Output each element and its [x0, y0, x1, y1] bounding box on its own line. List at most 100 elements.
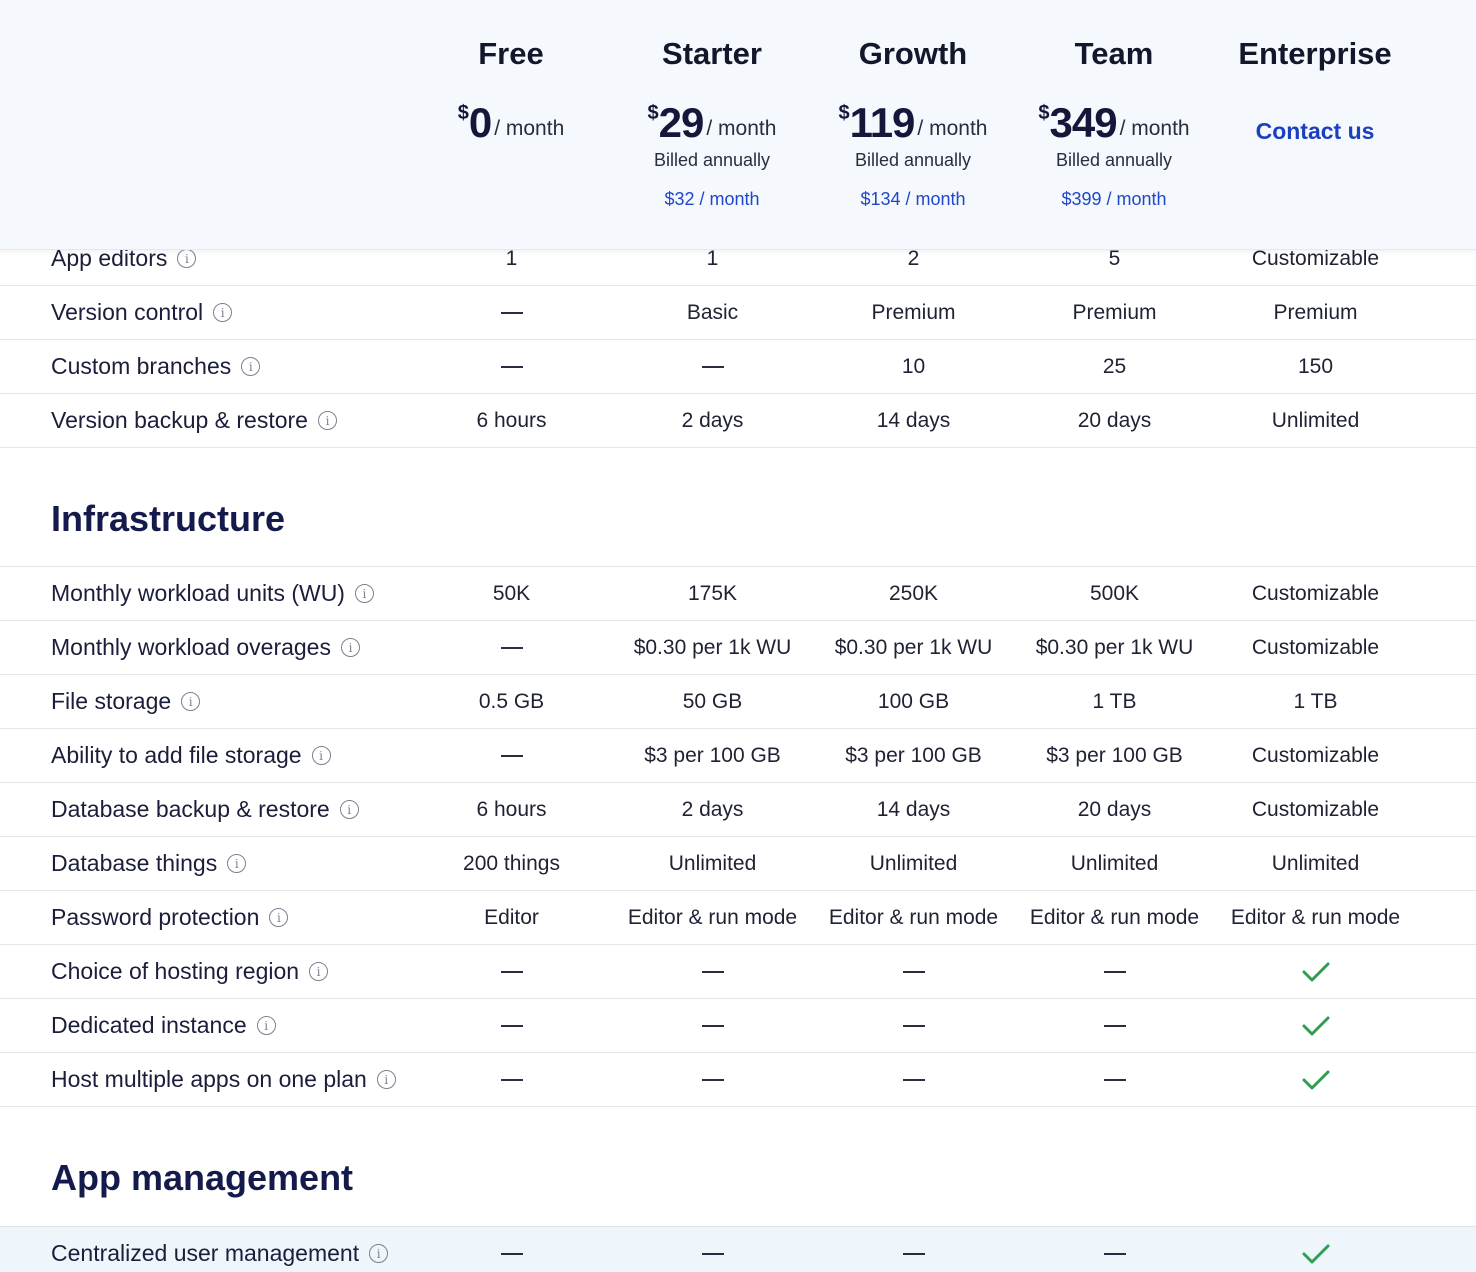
plan-value-cell: 1: [411, 232, 612, 285]
feature-name: Custom branches: [51, 353, 232, 379]
info-circle-icon[interactable]: i: [354, 584, 374, 603]
plan-value: 200 things: [463, 851, 560, 875]
info-circle-icon[interactable]: i: [227, 854, 247, 873]
plan-value: Unlimited: [668, 851, 757, 875]
plan-name: Growth: [858, 36, 968, 71]
dash-icon: [500, 311, 523, 314]
plan-value-cell: [1014, 999, 1215, 1052]
dash-icon: [701, 1078, 724, 1081]
plan-enterprise: Enterprise Contact us: [1205, 0, 1425, 250]
info-circle-icon[interactable]: i: [256, 1016, 276, 1035]
table-row: Version backup & restore i 6 hours 2 days 14…: [0, 394, 1476, 448]
feature-label: Version control i: [51, 286, 233, 339]
monthly-price-link[interactable]: $32 / month: [664, 189, 760, 209]
plan-value: Unlimited: [869, 851, 958, 875]
info-circle-icon[interactable]: i: [269, 908, 289, 927]
plan-value-cell: 1: [612, 232, 813, 285]
plan-value: Customizable: [1251, 635, 1380, 659]
plan-value-cell: 2: [813, 232, 1014, 285]
info-circle-icon[interactable]: i: [311, 746, 331, 765]
info-circle-icon[interactable]: i: [309, 962, 329, 981]
table-row: Dedicated instance i: [0, 999, 1476, 1053]
dash-icon: [1103, 1024, 1126, 1027]
plan-value-cell: Unlimited: [1215, 394, 1416, 447]
monthly-price-link[interactable]: $399 / month: [1061, 189, 1167, 209]
feature-label: Centralized user management i: [51, 1227, 389, 1272]
table-row: Password protection i Editor Editor & run m…: [0, 891, 1476, 945]
plan-value: 2 days: [681, 797, 744, 821]
dash-icon: [701, 365, 724, 368]
plan-value-cell: $0.30 per 1k WU: [612, 621, 813, 674]
plan-value: 1: [505, 246, 518, 270]
info-circle-icon[interactable]: i: [340, 638, 360, 657]
info-circle-icon[interactable]: i: [213, 303, 233, 322]
plan-value: 2: [907, 246, 920, 270]
plan-value-cell: [411, 945, 612, 998]
dash-icon: [500, 1024, 523, 1027]
feature-name: Monthly workload units (WU): [51, 580, 345, 606]
plan-value-cell: 2 days: [612, 394, 813, 447]
plan-value: Basic: [686, 300, 739, 324]
billing-note: Billed annually: [854, 150, 972, 170]
plan-value: $3 per 100 GB: [644, 743, 781, 767]
table-row: Choice of hosting region i: [0, 945, 1476, 999]
plan-value-cell: [1215, 1053, 1416, 1106]
plan-value-cell: [813, 1053, 1014, 1106]
feature-name: Choice of hosting region: [51, 958, 300, 984]
plan-value-cell: Customizable: [1215, 232, 1416, 285]
info-circle-icon[interactable]: i: [339, 800, 359, 819]
monthly-price-link[interactable]: $134 / month: [860, 189, 966, 209]
plan-value: Premium: [1072, 300, 1157, 324]
info-circle-icon[interactable]: i: [177, 249, 197, 268]
dash-icon: [902, 1078, 925, 1081]
plan-value-cell: 1 TB: [1014, 675, 1215, 728]
dash-icon: [1103, 1078, 1126, 1081]
plan-value-cell: 20 days: [1014, 783, 1215, 836]
info-circle-icon[interactable]: i: [369, 1244, 389, 1263]
feature-name: Centralized user management: [51, 1240, 360, 1266]
plan-value-cell: $3 per 100 GB: [612, 729, 813, 782]
section-title-infrastructure: Infrastructure: [51, 498, 286, 539]
price-currency: $: [457, 102, 469, 124]
contact-us-link[interactable]: Contact us: [1255, 118, 1375, 144]
table-row: File storage i 0.5 GB 50 GB 100 GB 1 TB 1 TB: [0, 675, 1476, 729]
plan-value-cell: [1014, 1227, 1215, 1272]
plan-value: 50 GB: [682, 689, 743, 713]
info-circle-icon[interactable]: i: [317, 411, 337, 430]
info-circle-icon[interactable]: i: [181, 692, 201, 711]
plan-value: 14 days: [876, 797, 951, 821]
feature-name: Monthly workload overages: [51, 634, 331, 660]
plan-value-cell: Editor & run mode: [612, 891, 813, 944]
section-title-app-management: App management: [51, 1157, 354, 1198]
feature-label: Database backup & restore i: [51, 783, 359, 836]
plan-free: Free $ 0 / month: [401, 0, 621, 250]
dash-icon: [500, 646, 523, 649]
feature-label: File storage i: [51, 675, 201, 728]
checkmark-icon: [1302, 961, 1330, 983]
plan-value: 14 days: [876, 408, 951, 432]
plan-value-cell: [411, 999, 612, 1052]
info-circle-icon[interactable]: i: [376, 1070, 396, 1089]
plan-value-cell: [612, 999, 813, 1052]
feature-name: Password protection: [51, 904, 260, 930]
price-amount: 29: [658, 99, 705, 146]
plan-growth: Growth $ 119 / month Billed annually $13…: [803, 0, 1023, 250]
plan-value: 175K: [687, 581, 738, 605]
plan-value: 6 hours: [476, 408, 547, 432]
plan-price: $ 349 / month: [1004, 100, 1224, 146]
feature-label: Monthly workload overages i: [51, 621, 360, 674]
feature-label: Version backup & restore i: [51, 394, 337, 447]
plan-team: Team $ 349 / month Billed annually $399 …: [1004, 0, 1224, 250]
price-period: / month: [706, 117, 777, 140]
feature-label: Custom branches i: [51, 340, 261, 393]
plan-value-cell: 250K: [813, 567, 1014, 620]
plan-value-cell: [1215, 945, 1416, 998]
plan-value: 5: [1108, 246, 1121, 270]
plan-value-cell: [1014, 945, 1215, 998]
dash-icon: [902, 1024, 925, 1027]
plan-value: 20 days: [1077, 408, 1152, 432]
plan-value-cell: Unlimited: [1014, 837, 1215, 890]
plan-value: 1: [706, 246, 719, 270]
plan-value: 1 TB: [1293, 689, 1338, 713]
info-circle-icon[interactable]: i: [241, 357, 261, 376]
